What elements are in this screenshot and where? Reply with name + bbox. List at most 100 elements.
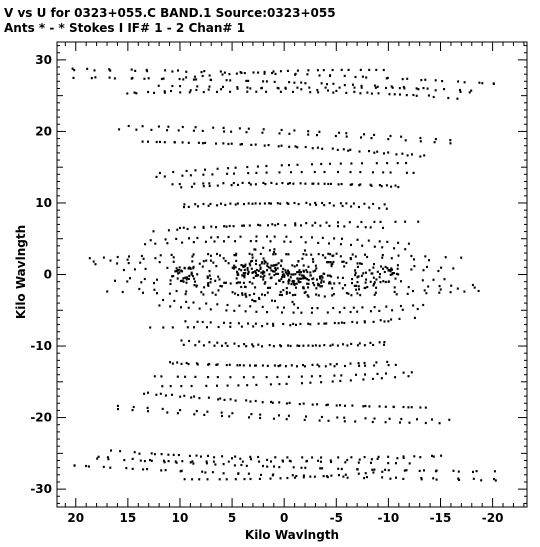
- uv-point: [373, 282, 376, 286]
- uv-point: [292, 311, 295, 314]
- uv-point: [207, 396, 210, 399]
- uv-point: [292, 279, 295, 283]
- uv-point: [333, 237, 336, 240]
- uv-point: [285, 292, 288, 295]
- uv-point: [249, 455, 252, 458]
- uv-point: [181, 270, 184, 273]
- uv-point: [383, 320, 386, 323]
- uv-point: [309, 475, 312, 478]
- uv-point: [358, 184, 361, 187]
- uv-point: [434, 470, 437, 473]
- uv-point: [323, 182, 326, 185]
- uv-point: [156, 278, 158, 281]
- uv-point: [292, 90, 294, 93]
- uv-point: [254, 364, 256, 367]
- uv-point: [185, 76, 188, 79]
- uv-point: [160, 77, 163, 81]
- uv-point: [278, 279, 281, 282]
- uv-point: [94, 263, 97, 266]
- uv-point: [109, 69, 112, 72]
- uv-point: [254, 322, 257, 325]
- uv-point: [282, 267, 285, 270]
- uv-point: [209, 254, 212, 257]
- uv-point: [263, 72, 266, 75]
- uv-point: [216, 303, 219, 306]
- uv-point: [338, 131, 341, 134]
- uv-point: [163, 175, 166, 178]
- uv-point: [268, 249, 271, 252]
- uv-point: [360, 84, 363, 87]
- uv-point: [255, 235, 258, 238]
- uv-point: [398, 317, 401, 320]
- uv-point: [316, 403, 319, 406]
- uv-point: [158, 261, 161, 264]
- uv-point: [335, 252, 338, 255]
- uv-point: [182, 277, 185, 280]
- uv-point: [284, 365, 287, 368]
- uv-point: [296, 365, 298, 368]
- uv-point: [278, 401, 281, 404]
- uv-point: [198, 397, 201, 400]
- uv-point: [287, 253, 290, 256]
- uv-point: [422, 303, 425, 307]
- uv-point: [161, 407, 164, 410]
- uv-point: [185, 169, 188, 173]
- uv-point: [296, 264, 298, 267]
- uv-point: [376, 150, 379, 153]
- uv-point: [304, 145, 307, 149]
- uv-point: [321, 236, 324, 239]
- uv-point: [172, 170, 175, 174]
- uv-point: [207, 363, 210, 366]
- uv-point: [253, 300, 256, 303]
- uv-point: [187, 141, 190, 144]
- uv-point: [266, 364, 269, 367]
- uv-point: [416, 418, 418, 421]
- uv-point: [242, 281, 245, 284]
- x-tick-label: -10: [378, 511, 400, 525]
- uv-point: [381, 246, 384, 249]
- uv-point: [318, 283, 321, 286]
- uv-point: [247, 202, 250, 205]
- uv-point: [296, 69, 299, 72]
- uv-point: [303, 277, 306, 280]
- uv-point: [262, 246, 265, 249]
- uv-point: [223, 71, 226, 74]
- uv-point: [395, 462, 397, 465]
- uv-point: [331, 343, 334, 346]
- uv-point: [265, 90, 268, 93]
- uv-point: [266, 262, 269, 265]
- uv-point: [186, 326, 189, 329]
- uv-point: [284, 224, 287, 227]
- uv-point: [241, 274, 244, 277]
- uv-point: [216, 90, 218, 93]
- uv-point: [329, 261, 332, 264]
- uv-point: [316, 134, 318, 137]
- uv-point: [320, 285, 323, 288]
- uv-point: [283, 240, 286, 243]
- uv-point: [272, 264, 275, 267]
- uv-point: [434, 138, 437, 141]
- uv-point: [232, 266, 235, 270]
- uv-point: [441, 80, 444, 83]
- uv-point: [266, 235, 268, 238]
- uv-point: [302, 253, 305, 256]
- uv-point: [287, 280, 290, 283]
- uv-point: [239, 235, 242, 238]
- uv-point: [361, 306, 364, 309]
- uv-point: [265, 164, 268, 168]
- uv-point: [185, 281, 188, 284]
- uv-point: [188, 237, 190, 240]
- uv-point: [343, 420, 346, 423]
- uv-point: [121, 290, 124, 294]
- uv-point: [382, 171, 385, 174]
- uv-point: [384, 280, 387, 284]
- uv-point: [407, 242, 410, 245]
- uv-point: [219, 254, 221, 257]
- uv-point: [229, 398, 232, 401]
- uv-point: [337, 322, 340, 325]
- uv-point: [300, 375, 303, 378]
- uv-point: [213, 344, 216, 347]
- uv-point: [372, 171, 374, 174]
- uv-point: [366, 91, 369, 94]
- uv-point: [198, 307, 201, 310]
